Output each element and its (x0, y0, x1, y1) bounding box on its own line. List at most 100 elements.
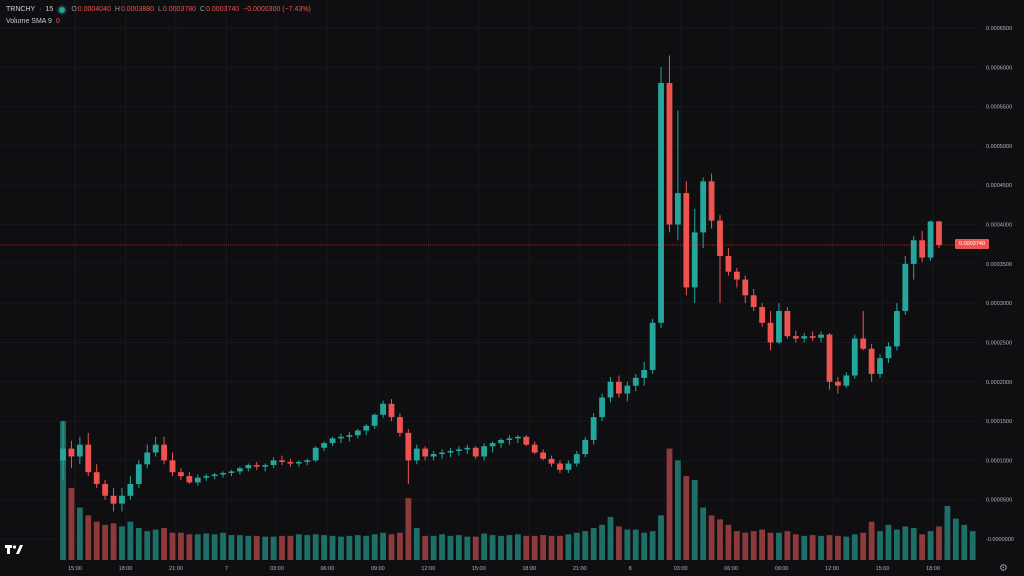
volume-bar (733, 531, 740, 560)
volume-bar (498, 535, 504, 560)
volume-bar (68, 487, 75, 560)
volume-bar (557, 535, 563, 560)
candle-body (354, 430, 361, 436)
candle-body (632, 377, 639, 386)
volume-bar (826, 535, 833, 560)
volume-bar (759, 529, 766, 560)
volume-bar (481, 533, 488, 560)
volume-bar (590, 527, 597, 560)
volume-bar (405, 498, 412, 560)
volume-bar (178, 532, 184, 560)
volume-bar (279, 535, 285, 560)
volume-bar (169, 532, 176, 560)
volume-bar (110, 523, 117, 560)
volume-bar (371, 534, 378, 560)
candle-body (397, 417, 403, 433)
candle-body (346, 435, 353, 437)
volume-bar (186, 534, 193, 560)
volume-bar (548, 535, 555, 560)
price-tick-label: -0.0000000 (986, 537, 1014, 543)
candle-body (725, 255, 732, 272)
time-axis[interactable]: 15:00 18:00 21:00 7 03:00 06:00 09:00 12:00 15:0… (68, 566, 940, 572)
time-tick-label: 15:00 (876, 566, 890, 572)
volume-bar (363, 535, 370, 560)
candle-body (717, 220, 723, 256)
volume-bar (245, 535, 252, 560)
volume-bar (725, 524, 732, 560)
tradingview-logo-icon[interactable] (5, 543, 23, 557)
volume-bar (818, 535, 824, 560)
candle-body (792, 336, 799, 339)
price-tick-label: 0.0001500 (986, 419, 1012, 425)
candle-body (733, 271, 740, 280)
candle-body (936, 221, 942, 245)
candle-body (481, 446, 488, 457)
time-tick-label: 15:00 (68, 566, 82, 572)
candle-body (843, 375, 850, 386)
volume-bar (860, 532, 867, 560)
low-label: L (158, 6, 162, 13)
candle-body (489, 443, 496, 447)
candle-body (194, 477, 201, 483)
candle-body (211, 474, 218, 477)
candle-body (531, 444, 538, 453)
price-tick-label: 0.0004000 (986, 223, 1012, 229)
volume-bar (388, 534, 395, 560)
candle-body (236, 468, 243, 472)
candle-body (641, 369, 648, 378)
candle-body (759, 307, 766, 323)
candle-body (228, 471, 235, 473)
candle-body (68, 448, 75, 457)
volume-bar (464, 536, 471, 560)
candle-body (127, 483, 134, 496)
symbol-name[interactable]: TRNCHY (6, 6, 36, 13)
volume-bar (85, 515, 92, 560)
volume-bar (338, 536, 344, 560)
candle-body (590, 417, 597, 440)
volume-bar (236, 535, 243, 560)
volume-bar (835, 535, 841, 560)
candle-body (85, 444, 92, 473)
volume-bar (287, 535, 294, 560)
candle-body (666, 83, 673, 225)
candle-body (178, 472, 184, 477)
candle-body (573, 454, 580, 464)
volume-bar (312, 534, 319, 560)
time-tick-label: 8 (629, 566, 632, 572)
volume-bar (607, 516, 614, 560)
candle-body (919, 240, 926, 258)
candle-body (152, 444, 159, 453)
volume-bar (430, 535, 437, 560)
candle-body (144, 452, 151, 465)
candle-body (304, 460, 311, 462)
candle-body (102, 483, 109, 496)
volume-bar (936, 526, 942, 560)
candle-body (439, 452, 445, 455)
candle-body (161, 444, 167, 461)
volume-bar (742, 532, 749, 560)
volume-bar (877, 531, 883, 560)
timeframe[interactable]: 15 (45, 6, 54, 13)
volume-bar (616, 526, 622, 560)
candle-body (877, 358, 883, 374)
volume-bar (422, 535, 429, 560)
volume-indicator-name[interactable]: Volume SMA 9 (6, 18, 52, 25)
volume-bar (161, 527, 167, 560)
time-tick-label: 18:00 (926, 566, 940, 572)
volume-bar (902, 526, 909, 560)
candle-body (135, 464, 142, 484)
time-tick-label: 06:00 (320, 566, 334, 572)
volume-bar (708, 515, 715, 560)
candle-body (674, 193, 681, 225)
candle-body (447, 450, 454, 453)
volume-bar (582, 531, 589, 560)
gear-icon[interactable]: ⚙ (999, 563, 1008, 574)
volume-bar (717, 519, 723, 560)
volume-bar (93, 521, 100, 560)
price-axis[interactable]: 0.0006500 0.0006000 0.0005500 0.0005000 0.00… (986, 26, 1014, 543)
volume-bar (666, 448, 673, 560)
candle-body (691, 232, 698, 288)
volume-bar (211, 534, 218, 560)
candle-body (658, 83, 664, 323)
